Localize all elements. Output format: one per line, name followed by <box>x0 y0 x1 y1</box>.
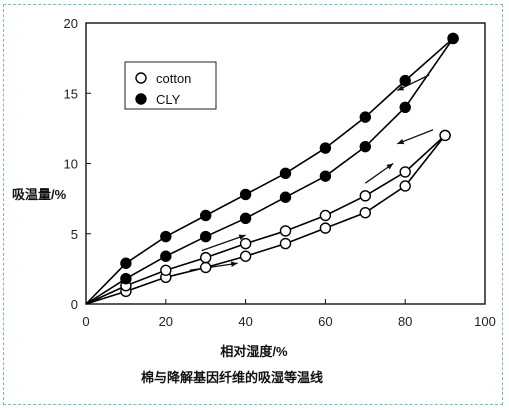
legend-marker-cotton <box>135 72 147 84</box>
x-tick-label: 40 <box>238 314 252 329</box>
y-tick-label: 10 <box>64 157 78 172</box>
cotton-adsorption-line <box>85 134 446 305</box>
legend-marker-cly <box>135 93 147 105</box>
x-axis-label: 相对湿度/% <box>220 344 288 359</box>
cly-desorption-point <box>359 111 371 123</box>
cotton-desorption-point <box>279 225 292 237</box>
cly-adsorption-point <box>319 170 332 182</box>
y-tick-label: 5 <box>71 227 78 242</box>
cly-adsorption-point <box>199 230 212 243</box>
cotton-adsorption-point <box>239 250 252 262</box>
cotton-desorption-point <box>359 190 371 202</box>
legend-label-cotton: cotton <box>156 71 191 86</box>
x-tick-label: 80 <box>398 314 412 329</box>
cly-desorption-point <box>399 74 411 87</box>
cotton-desorption-point <box>160 264 172 276</box>
cly-adsorption-line <box>85 37 454 305</box>
cotton-adsorption-point <box>399 180 411 192</box>
cly-desorption-point <box>120 257 132 269</box>
direction-arrows <box>189 74 434 271</box>
cotton-desorption-line <box>85 134 446 305</box>
arrow-head <box>397 85 405 91</box>
cly-adsorption-point <box>279 191 292 203</box>
chart-caption: 棉与降解基因纤维的吸湿等温线 <box>141 370 323 385</box>
cly-desorption-point <box>279 167 292 180</box>
cotton-desorption-point <box>199 251 212 264</box>
x-tick-label: 60 <box>318 314 332 329</box>
cotton-adsorption-point <box>199 261 212 274</box>
cly-adsorption-point <box>239 212 252 224</box>
cly-desorption-point <box>447 32 459 45</box>
cly-adsorption-point <box>160 250 172 262</box>
x-tick-label: 20 <box>159 314 173 329</box>
legend-label-cly: CLY <box>156 92 181 107</box>
cly-desorption-point <box>239 188 252 201</box>
cly-desorption-point <box>160 230 172 243</box>
cotton-adsorption-point <box>279 237 292 250</box>
arrow-head <box>238 234 246 240</box>
cly-desorption-line <box>85 37 454 305</box>
axes: 0 20 40 60 80 100 0 5 10 15 20 <box>64 16 496 329</box>
y-axis-label: 吸温量/% <box>12 187 67 202</box>
y-tick-label: 0 <box>71 297 78 312</box>
y-tick-label: 20 <box>64 16 78 31</box>
cly-adsorption-point <box>120 273 132 285</box>
arrow-head <box>230 261 238 268</box>
data-points <box>120 32 459 298</box>
cotton-adsorption-point <box>359 206 371 219</box>
arrow-shaft <box>396 129 434 145</box>
figure-frame <box>3 4 503 405</box>
cly-adsorption-point <box>399 101 411 114</box>
cly-desorption-point <box>199 209 212 222</box>
arrow-shaft <box>189 262 238 271</box>
y-tick-label: 15 <box>64 86 78 101</box>
cotton-desorption-point <box>399 166 411 178</box>
arrow-head <box>386 163 394 170</box>
series-lines <box>85 37 454 305</box>
arrow-head <box>397 138 405 145</box>
arrow-shaft <box>201 234 246 252</box>
cly-adsorption-point <box>359 140 371 153</box>
x-tick-label: 100 <box>474 314 496 329</box>
legend: cotton CLY <box>124 61 217 110</box>
cotton-desorption-point <box>439 129 451 142</box>
cotton-desorption-point <box>319 209 332 222</box>
cotton-desorption-point <box>239 237 252 250</box>
cotton-adsorption-point <box>319 222 332 234</box>
x-tick-label: 0 <box>82 314 89 329</box>
cly-desorption-point <box>319 142 332 154</box>
